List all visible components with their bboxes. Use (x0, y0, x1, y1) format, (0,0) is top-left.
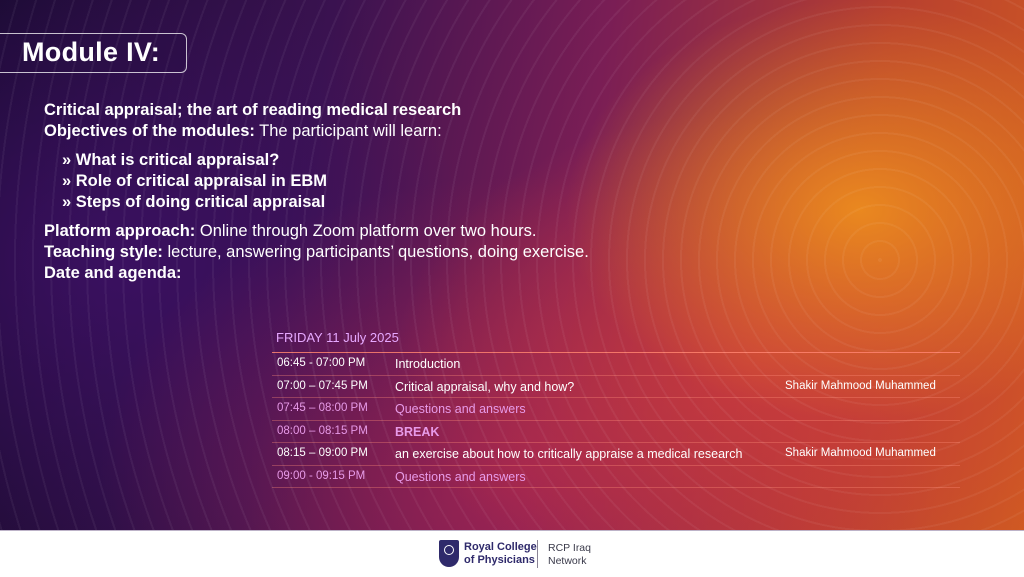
agenda-row: 09:00 - 09:15 PM Questions and answers (272, 466, 960, 488)
agenda-row: 08:15 – 09:00 PM an exercise about how t… (272, 443, 960, 466)
agenda-row: 06:45 - 07:00 PM Introduction (272, 353, 960, 376)
slide-content: Critical appraisal; the art of reading m… (44, 100, 589, 284)
agenda-speaker: Shakir Mahmood Muhammed (785, 447, 936, 459)
footer-divider (537, 540, 538, 568)
agenda-time: 07:45 – 08:00 PM (277, 402, 368, 414)
date-agenda-label: Date and agenda: (44, 264, 182, 282)
network-label: RCP Iraq Network (548, 542, 591, 567)
network-line: RCP Iraq (548, 542, 591, 554)
agenda-row: 07:00 – 07:45 PM Critical appraisal, why… (272, 376, 960, 398)
teaching-label: Teaching style: (44, 243, 163, 261)
agenda-item: Critical appraisal, why and how? (395, 379, 575, 394)
agenda-table: FRIDAY 11 July 2025 06:45 - 07:00 PM Int… (272, 330, 960, 488)
slide-background: Module IV: Critical appraisal; the art o… (0, 0, 1024, 530)
agenda-speaker: Shakir Mahmood Muhammed (785, 379, 936, 392)
footer-bar: Royal College of Physicians RCP Iraq Net… (0, 530, 1024, 577)
objective-item: » What is critical appraisal? (62, 151, 280, 169)
objective-item: » Steps of doing critical appraisal (62, 193, 326, 211)
logo-line: of Physicians (464, 553, 535, 566)
module-title: Module IV: (22, 37, 160, 67)
module-title-box: Module IV: (0, 33, 187, 73)
objective-item: » Role of critical appraisal in EBM (62, 172, 327, 190)
agenda-item: Introduction (395, 357, 461, 371)
teaching-line: Teaching style: lecture, answering parti… (44, 242, 589, 263)
agenda-item: Questions and answers (395, 402, 526, 416)
agenda-item: Questions and answers (395, 469, 526, 484)
logo-line: Royal College (464, 541, 537, 553)
network-line: Network (548, 554, 587, 567)
platform-text: Online through Zoom platform over two ho… (195, 222, 537, 240)
objectives-list: » What is critical appraisal? » Role of … (62, 150, 589, 213)
objectives-text: The participant will learn: (254, 122, 442, 140)
platform-label: Platform approach: (44, 222, 196, 240)
agenda-item: BREAK (395, 424, 440, 439)
objectives-label: Objectives of the modules: (44, 122, 255, 140)
objectives-line: Objectives of the modules: The participa… (44, 121, 589, 142)
rcp-logo-text: Royal College of Physicians (464, 541, 537, 566)
agenda-time: 09:00 - 09:15 PM (277, 469, 366, 482)
agenda-row: 08:00 – 08:15 PM BREAK (272, 421, 960, 443)
platform-line: Platform approach: Online through Zoom p… (44, 221, 589, 242)
agenda-row: 07:45 – 08:00 PM Questions and answers (272, 398, 960, 421)
agenda-time: 08:15 – 09:00 PM (277, 447, 368, 459)
agenda-date: FRIDAY 11 July 2025 (272, 330, 960, 353)
rcp-crest-icon (439, 540, 459, 567)
agenda-time: 06:45 - 07:00 PM (277, 357, 366, 369)
teaching-text: lecture, answering participants’ questio… (162, 243, 589, 261)
agenda-time: 08:00 – 08:15 PM (277, 424, 368, 437)
agenda-time: 07:00 – 07:45 PM (277, 379, 368, 392)
agenda-item: an exercise about how to critically appr… (395, 447, 743, 461)
module-topic: Critical appraisal; the art of reading m… (44, 101, 462, 119)
